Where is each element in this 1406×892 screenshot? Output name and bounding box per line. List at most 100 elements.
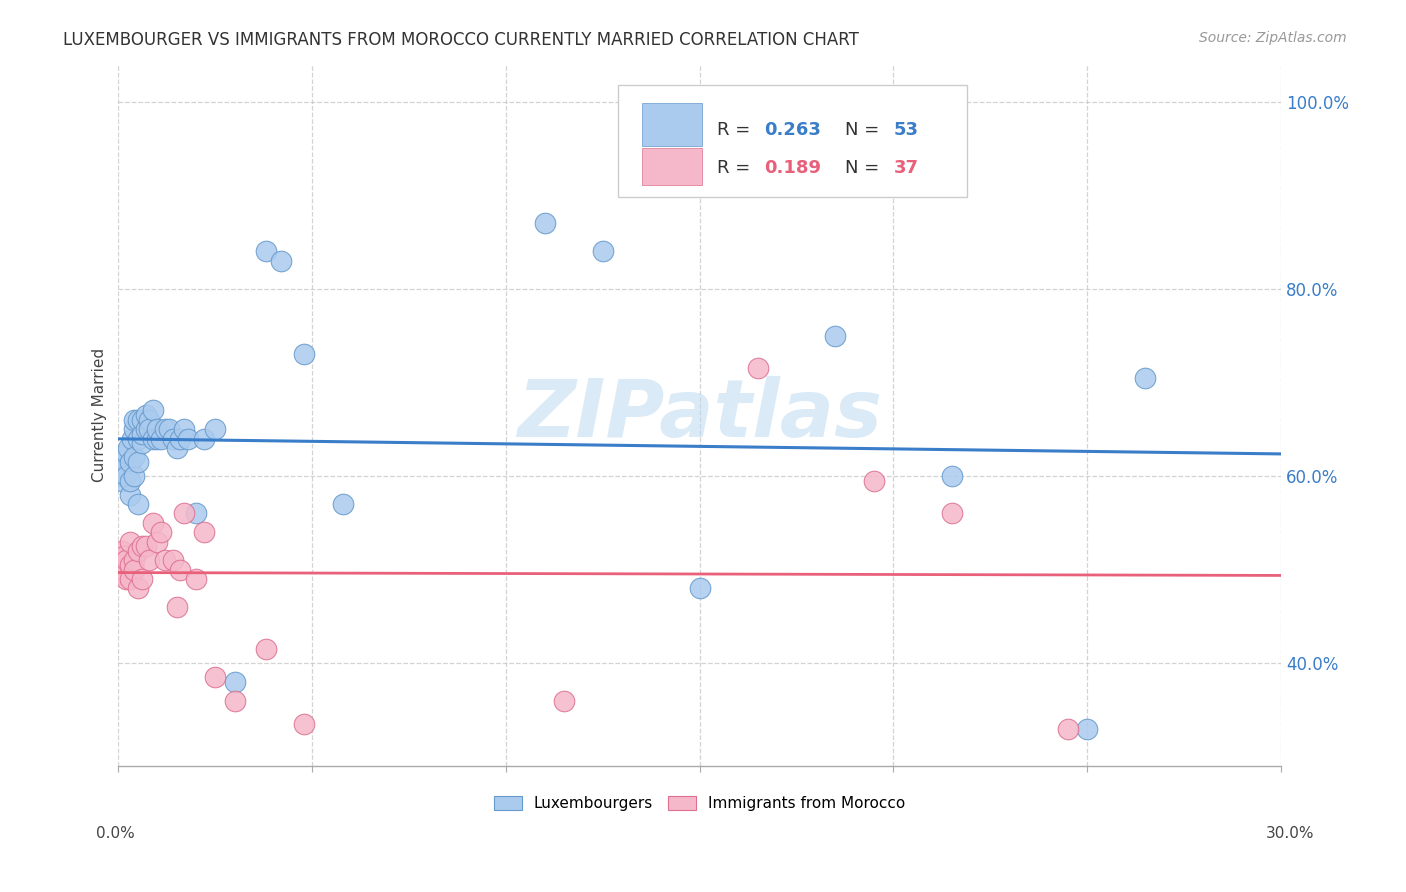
FancyBboxPatch shape: [641, 148, 702, 185]
Text: R =: R =: [717, 159, 756, 177]
Text: 30.0%: 30.0%: [1267, 827, 1315, 841]
Y-axis label: Currently Married: Currently Married: [93, 348, 107, 483]
Point: [127, 497, 149, 511]
Legend: Luxembourgers, Immigrants from Morocco: Luxembourgers, Immigrants from Morocco: [494, 796, 905, 811]
Point: [131, 413, 153, 427]
Point: [294, 347, 316, 361]
Point: [122, 413, 145, 427]
Text: 0.189: 0.189: [763, 159, 821, 177]
Point: [117, 441, 139, 455]
Point: [193, 525, 215, 540]
Point: [111, 450, 134, 465]
Point: [941, 507, 963, 521]
Point: [553, 694, 575, 708]
Point: [1056, 722, 1078, 736]
Point: [120, 534, 142, 549]
Point: [224, 675, 246, 690]
Point: [153, 422, 176, 436]
Point: [122, 450, 145, 465]
Point: [115, 572, 138, 586]
Point: [120, 455, 142, 469]
Point: [122, 553, 145, 567]
Point: [112, 549, 135, 563]
Point: [177, 432, 200, 446]
Point: [173, 422, 195, 436]
Text: 37: 37: [894, 159, 920, 177]
Point: [135, 539, 157, 553]
Point: [115, 553, 138, 567]
Point: [689, 582, 711, 596]
Point: [1076, 722, 1098, 736]
Point: [254, 244, 277, 259]
FancyBboxPatch shape: [641, 103, 702, 146]
Point: [592, 244, 614, 259]
Point: [120, 488, 142, 502]
Point: [166, 441, 188, 455]
Point: [127, 544, 149, 558]
Point: [162, 553, 184, 567]
Text: N =: N =: [845, 159, 884, 177]
Point: [150, 525, 173, 540]
Point: [122, 469, 145, 483]
Point: [169, 563, 191, 577]
Point: [146, 432, 169, 446]
Point: [533, 216, 555, 230]
Point: [332, 497, 354, 511]
Point: [169, 432, 191, 446]
Point: [131, 539, 153, 553]
Point: [863, 474, 886, 488]
Point: [1135, 370, 1157, 384]
Point: [111, 567, 134, 582]
Point: [204, 422, 226, 436]
Point: [120, 558, 142, 572]
Point: [127, 432, 149, 446]
Point: [254, 642, 277, 657]
Point: [142, 516, 165, 530]
Point: [162, 432, 184, 446]
Point: [193, 432, 215, 446]
Point: [146, 534, 169, 549]
Point: [166, 600, 188, 615]
Point: [127, 582, 149, 596]
Point: [115, 469, 138, 483]
Point: [157, 422, 180, 436]
Point: [111, 474, 134, 488]
FancyBboxPatch shape: [619, 85, 967, 197]
Point: [120, 474, 142, 488]
Point: [184, 572, 207, 586]
Point: [121, 432, 143, 446]
Point: [122, 563, 145, 577]
Text: 0.0%: 0.0%: [96, 827, 135, 841]
Point: [112, 459, 135, 474]
Text: LUXEMBOURGER VS IMMIGRANTS FROM MOROCCO CURRENTLY MARRIED CORRELATION CHART: LUXEMBOURGER VS IMMIGRANTS FROM MOROCCO …: [63, 31, 859, 49]
Point: [131, 436, 153, 450]
Point: [142, 403, 165, 417]
Point: [224, 694, 246, 708]
Point: [122, 422, 145, 436]
Point: [138, 422, 160, 436]
Point: [204, 670, 226, 684]
Text: R =: R =: [717, 121, 756, 139]
Point: [138, 413, 160, 427]
Text: 0.263: 0.263: [763, 121, 821, 139]
Point: [127, 413, 149, 427]
Point: [131, 572, 153, 586]
Point: [270, 253, 292, 268]
Point: [131, 426, 153, 441]
Point: [135, 422, 157, 436]
Point: [138, 553, 160, 567]
Point: [146, 422, 169, 436]
Point: [110, 563, 132, 577]
Point: [150, 432, 173, 446]
Point: [111, 544, 134, 558]
Point: [153, 553, 176, 567]
Text: Source: ZipAtlas.com: Source: ZipAtlas.com: [1199, 31, 1347, 45]
Text: N =: N =: [845, 121, 884, 139]
Point: [747, 361, 769, 376]
Text: 53: 53: [894, 121, 920, 139]
Point: [142, 432, 165, 446]
Point: [184, 507, 207, 521]
Point: [824, 328, 846, 343]
Point: [135, 408, 157, 422]
Point: [127, 455, 149, 469]
